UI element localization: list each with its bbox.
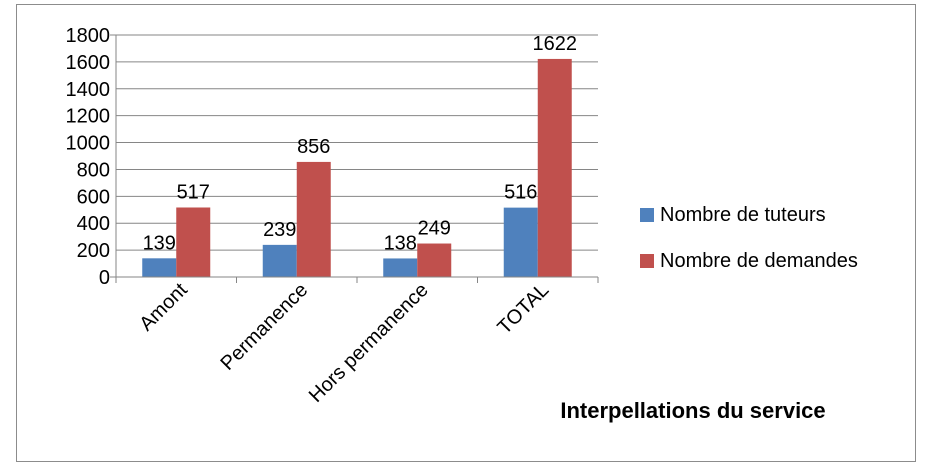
bar-tuteurs [142,258,177,277]
data-label: 856 [297,136,330,158]
category-label: TOTAL [493,279,553,339]
bar-demandes [176,207,211,277]
bar-demandes [417,243,452,277]
bar-demandes [537,58,572,278]
y-tick-label: 1600 [66,52,111,74]
data-label: 139 [143,232,176,254]
y-tick-label: 1200 [66,106,111,128]
y-tick-label: 0 [99,267,110,289]
y-tick-label: 1000 [66,133,111,155]
bar-tuteurs [503,207,538,277]
chart-title: Interpellations du service [560,398,825,423]
chart-frame [16,4,916,462]
legend-swatch [640,208,654,222]
y-tick-label: 600 [77,186,110,208]
legend-swatch [640,254,654,268]
legend: Nombre de tuteurs Nombre de demandes [640,204,858,272]
y-tick-label: 400 [77,213,110,235]
y-tick-label: 1800 [66,25,111,47]
y-tick-label: 800 [77,159,110,181]
legend-label: Nombre de demandes [660,250,858,272]
bar-demandes [296,161,331,277]
bar-tuteurs [262,244,297,277]
axes [110,34,599,283]
category-label: Hors permanence [305,279,433,407]
data-label: 517 [177,181,210,203]
bar-tuteurs [383,258,418,277]
bars [142,58,572,278]
data-label: 1622 [533,33,578,55]
data-label: 516 [504,182,537,204]
legend-label: Nombre de tuteurs [660,204,826,226]
data-label: 138 [384,232,417,254]
y-tick-label: 200 [77,240,110,262]
category-label: Amont [135,279,192,336]
category-label: Permanence [217,279,313,375]
data-label: 239 [263,219,296,241]
y-tick-label: 1400 [66,79,111,101]
y-axis-tick-labels: 0 200 400 600 800 1000 1200 1400 1600 1800 [66,25,111,289]
data-label: 249 [418,218,451,240]
